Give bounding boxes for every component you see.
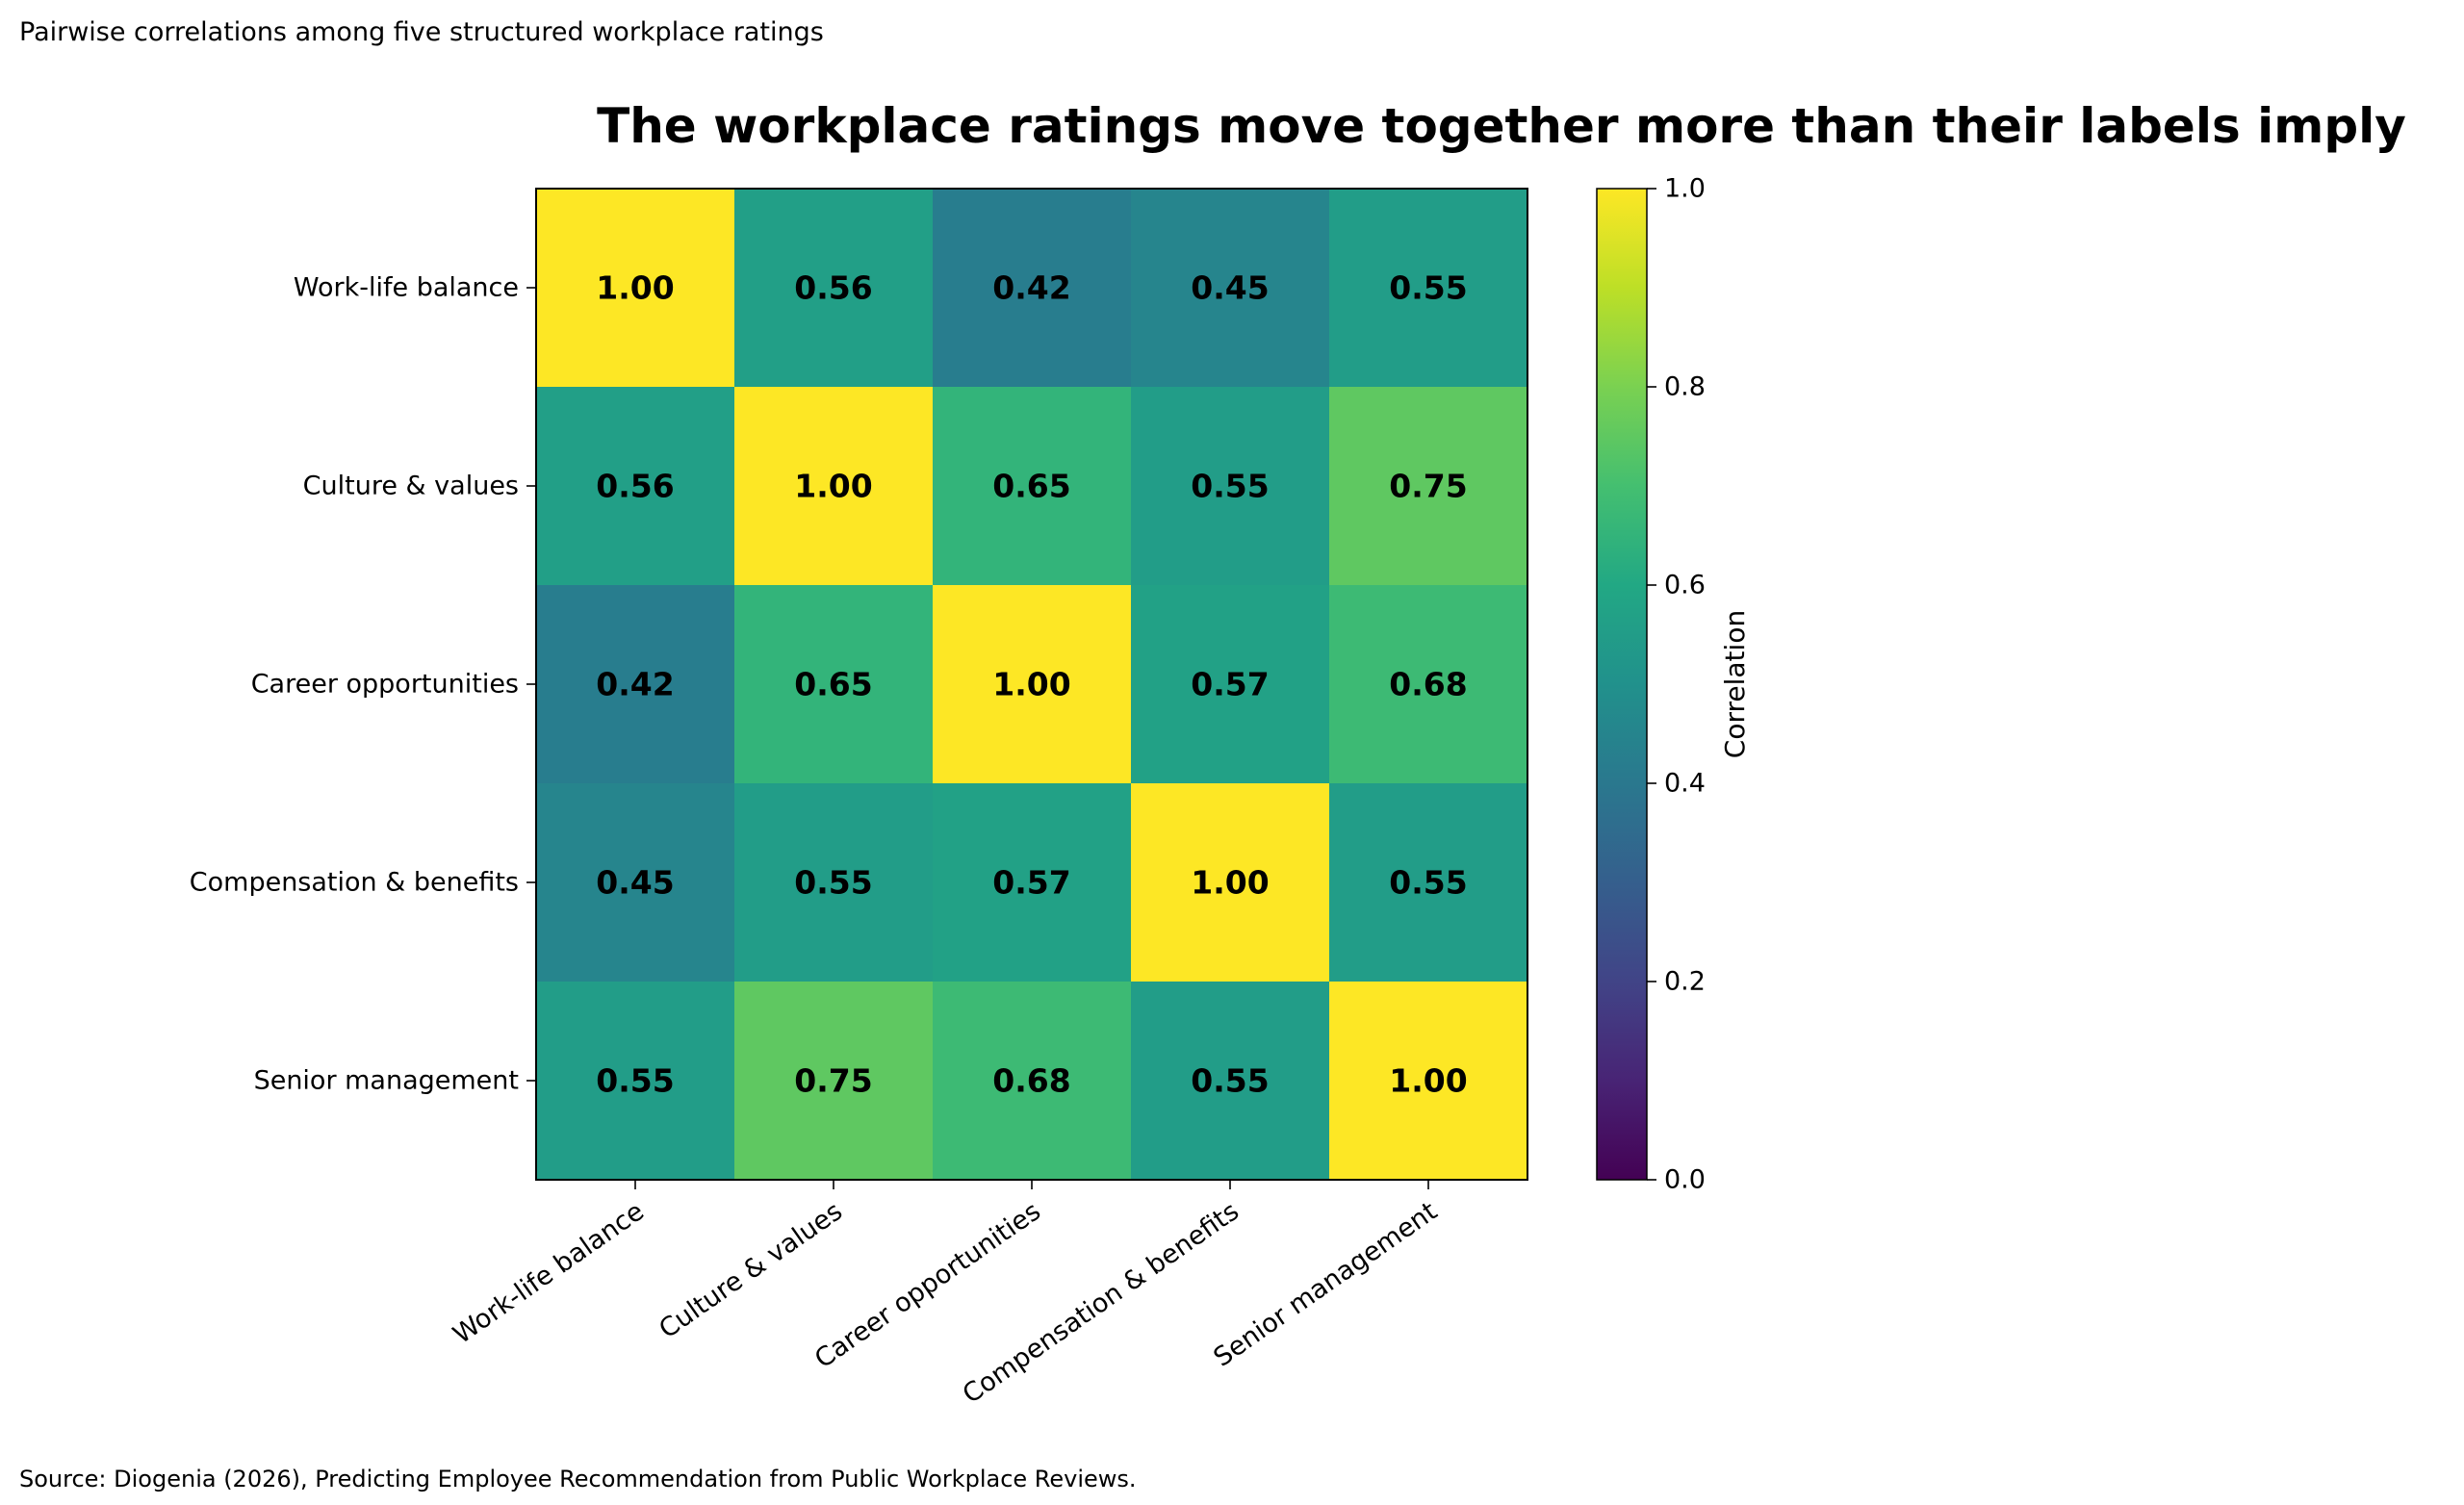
cell-value-label: 0.65 xyxy=(992,468,1070,505)
cell-value-label: 0.55 xyxy=(1191,1062,1269,1100)
y-tick-label: Compensation & benefits xyxy=(190,868,519,898)
colorbar-tick-label: 0.8 xyxy=(1664,372,1706,402)
cell-value-label: 0.75 xyxy=(1389,468,1467,505)
heatmap-cell-r5-c5 xyxy=(1329,982,1528,1181)
y-axis-ticks: Work-life balance Culture & values Career … xyxy=(190,273,536,1096)
cell-value-label: 1.00 xyxy=(794,468,872,505)
heatmap-cell-r2-c2 xyxy=(734,387,934,586)
heatmap-cell-r4-c1 xyxy=(536,783,735,982)
y-tick-label: Career opportunities xyxy=(251,670,519,700)
cell-value-label: 0.75 xyxy=(794,1062,872,1100)
cell-value-label: 0.55 xyxy=(1389,269,1467,307)
chart-title: The workplace ratings move together more… xyxy=(597,98,2406,154)
cell-value-label: 0.42 xyxy=(992,269,1070,307)
heatmap-cell-r1-c3 xyxy=(933,189,1132,388)
colorbar-tick-label: 0.4 xyxy=(1664,769,1706,799)
colorbar-ticks: 0.0 0.2 0.4 0.6 0.8 1.0 xyxy=(1647,174,1706,1195)
heatmap-cell-r4-c3 xyxy=(933,783,1132,982)
cell-value-label: 0.57 xyxy=(1191,666,1269,703)
cell-value-label: 0.55 xyxy=(794,864,872,902)
colorbar-tick-label: 0.6 xyxy=(1664,571,1706,600)
heatmap-cell-r4-c2 xyxy=(734,783,934,982)
source-note: Source: Diogenia (2026), Predicting Empl… xyxy=(19,1466,1137,1492)
heatmap-cell-r1-c1 xyxy=(536,189,735,388)
heatmap-cells xyxy=(536,189,1528,1181)
cell-value-label: 1.00 xyxy=(1191,864,1269,902)
cell-value-label: 0.55 xyxy=(596,1062,674,1100)
cell-value-label: 0.68 xyxy=(992,1062,1070,1100)
heatmap-cell-r3-c2 xyxy=(734,585,934,784)
heatmap-cell-r2-c4 xyxy=(1131,387,1330,586)
colorbar-tick-label: 0.0 xyxy=(1664,1165,1706,1195)
x-tick-label: Culture & values xyxy=(654,1196,848,1344)
cell-value-label: 0.56 xyxy=(794,269,872,307)
cell-value-label: 0.65 xyxy=(794,666,872,703)
x-axis-ticks: Work-life balance Culture & valuesCareer … xyxy=(448,1180,1443,1410)
cell-value-label: 1.00 xyxy=(1389,1062,1467,1100)
colorbar xyxy=(1596,188,1648,1181)
heatmap-cell-r1-c2 xyxy=(734,189,934,388)
heatmap-cell-labels: 1.00 0.56 0.42 0.45 0.55 0.56 1.00 0.65 0.55 0.75… xyxy=(596,269,1467,1100)
cell-value-label: 0.42 xyxy=(596,666,674,703)
cell-value-label: 0.45 xyxy=(1191,269,1269,307)
heatmap-cell-r5-c4 xyxy=(1131,982,1330,1181)
cell-value-label: 0.68 xyxy=(1389,666,1467,703)
colorbar-tick-label: 0.2 xyxy=(1664,967,1706,997)
cell-value-label: 1.00 xyxy=(596,269,674,307)
heatmap-cell-r3-c1 xyxy=(536,585,735,784)
x-tick-label: Work-life balance xyxy=(448,1196,650,1350)
heatmap-cell-r2-c1 xyxy=(536,387,735,586)
heatmap-cell-r1-c4 xyxy=(1131,189,1330,388)
heatmap-cell-r2-c3 xyxy=(933,387,1132,586)
cell-value-label: 0.55 xyxy=(1191,468,1269,505)
y-tick-label: Senior management xyxy=(254,1066,519,1096)
cell-value-label: 0.56 xyxy=(596,468,674,505)
heatmap-cell-r2-c5 xyxy=(1329,387,1528,586)
colorbar-tick-label: 1.0 xyxy=(1664,174,1706,204)
heatmap-cell-r5-c1 xyxy=(536,982,735,1181)
heatmap-cell-r3-c3 xyxy=(933,585,1132,784)
cell-value-label: 0.57 xyxy=(992,864,1070,902)
heatmap-cell-r3-c5 xyxy=(1329,585,1528,784)
heatmap-cell-r5-c3 xyxy=(933,982,1132,1181)
heatmap-cell-r4-c4 xyxy=(1131,783,1330,982)
figure-subtitle: Pairwise correlations among five structu… xyxy=(19,17,824,47)
cell-value-label: 0.45 xyxy=(596,864,674,902)
heatmap-cell-r5-c2 xyxy=(734,982,934,1181)
cell-value-label: 0.55 xyxy=(1389,864,1467,902)
heatmap-cell-r3-c4 xyxy=(1131,585,1330,784)
y-tick-label: Culture & values xyxy=(303,472,519,501)
colorbar-label: Correlation xyxy=(1719,610,1751,758)
heatmap-cell-r1-c5 xyxy=(1329,189,1528,388)
cell-value-label: 1.00 xyxy=(992,666,1070,703)
heatmap-cell-r4-c5 xyxy=(1329,783,1528,982)
x-tick-label: Senior management xyxy=(1208,1196,1442,1372)
y-tick-label: Work-life balance xyxy=(294,273,519,303)
